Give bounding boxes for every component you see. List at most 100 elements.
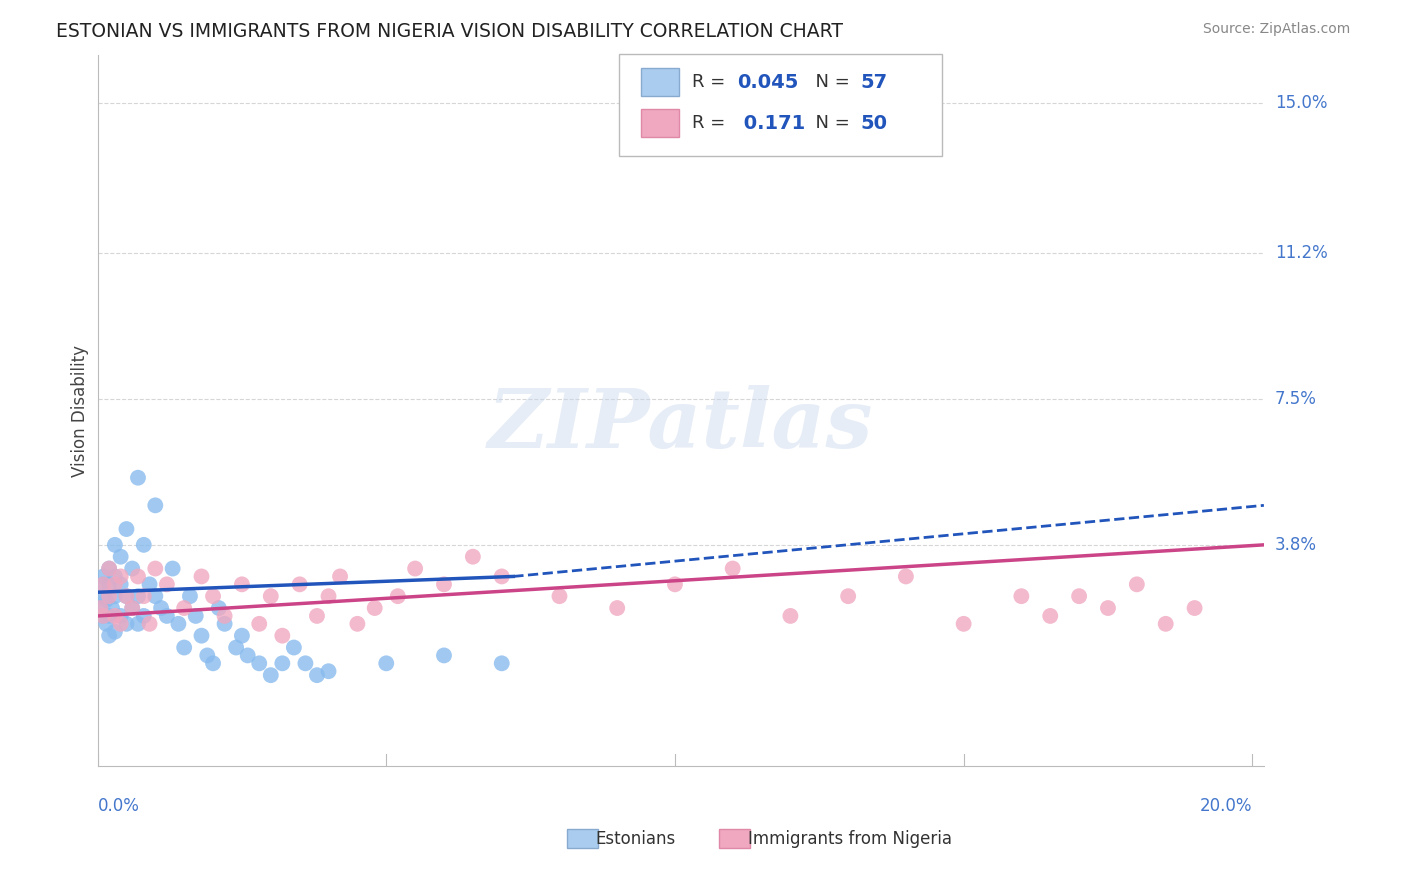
Point <box>143 499 166 513</box>
Point <box>214 616 236 631</box>
Point <box>110 577 132 591</box>
Point <box>779 609 801 624</box>
Text: 15.0%: 15.0% <box>1275 94 1327 112</box>
Point <box>132 609 155 624</box>
Point <box>190 569 212 583</box>
Point <box>190 629 212 643</box>
Point <box>952 616 974 631</box>
Point <box>195 648 218 663</box>
Point <box>231 577 253 591</box>
Point <box>1184 601 1206 615</box>
Point <box>433 577 456 591</box>
Point <box>260 589 283 603</box>
Point <box>1154 616 1177 631</box>
Point <box>837 589 859 603</box>
Text: 57: 57 <box>860 72 887 92</box>
Point <box>1097 601 1119 615</box>
Text: 7.5%: 7.5% <box>1275 390 1317 408</box>
Point <box>236 648 259 663</box>
Point <box>318 589 340 603</box>
Point <box>89 601 111 615</box>
Text: ESTONIAN VS IMMIGRANTS FROM NIGERIA VISION DISABILITY CORRELATION CHART: ESTONIAN VS IMMIGRANTS FROM NIGERIA VISI… <box>56 22 844 41</box>
Point <box>721 561 744 575</box>
Point <box>98 561 121 575</box>
Point <box>93 569 115 583</box>
Point <box>167 616 190 631</box>
Point <box>98 589 121 603</box>
Point <box>288 577 311 591</box>
Point <box>121 561 143 575</box>
Text: Immigrants from Nigeria: Immigrants from Nigeria <box>748 830 952 847</box>
Point <box>1039 609 1062 624</box>
Point <box>156 577 179 591</box>
Point <box>138 577 160 591</box>
Point <box>346 616 368 631</box>
Point <box>305 609 328 624</box>
Point <box>202 589 225 603</box>
Point <box>121 601 143 615</box>
Point <box>156 609 179 624</box>
Point <box>104 569 127 583</box>
Point <box>260 668 283 682</box>
Point <box>1010 589 1032 603</box>
Point <box>96 616 118 631</box>
Point <box>461 549 484 564</box>
Text: Source: ZipAtlas.com: Source: ZipAtlas.com <box>1202 22 1350 37</box>
Point <box>110 549 132 564</box>
Point <box>143 561 166 575</box>
Point <box>110 609 132 624</box>
Point <box>294 657 316 671</box>
Point <box>231 629 253 643</box>
Text: Estonians: Estonians <box>595 830 675 847</box>
Point <box>1126 577 1149 591</box>
Point <box>283 640 305 655</box>
Point <box>115 616 138 631</box>
Text: ZIPatlas: ZIPatlas <box>488 384 873 465</box>
Point <box>329 569 352 583</box>
Point <box>271 629 294 643</box>
Point <box>93 609 115 624</box>
Text: R =: R = <box>692 73 731 91</box>
Point <box>98 609 121 624</box>
Point <box>115 589 138 603</box>
Point <box>271 657 294 671</box>
Point <box>101 601 124 615</box>
Point <box>121 601 143 615</box>
Point <box>433 648 456 663</box>
Point <box>375 657 398 671</box>
Point <box>162 561 184 575</box>
Point <box>110 569 132 583</box>
Point <box>606 601 628 615</box>
Point <box>548 589 571 603</box>
Point <box>104 589 127 603</box>
Y-axis label: Vision Disability: Vision Disability <box>72 344 89 476</box>
Point <box>89 601 111 615</box>
Point <box>364 601 387 615</box>
Point <box>404 561 426 575</box>
Point <box>138 616 160 631</box>
Point <box>491 569 513 583</box>
Point <box>98 561 121 575</box>
Text: 11.2%: 11.2% <box>1275 244 1327 261</box>
Point <box>150 601 173 615</box>
Point <box>93 609 115 624</box>
Point <box>93 589 115 603</box>
Point <box>247 657 270 671</box>
Point <box>173 640 195 655</box>
Point <box>127 589 149 603</box>
Point <box>225 640 247 655</box>
Point <box>214 609 236 624</box>
Point <box>179 589 201 603</box>
Point <box>96 593 118 607</box>
Point <box>93 577 115 591</box>
Point <box>104 538 127 552</box>
Point <box>98 577 121 591</box>
Point <box>202 657 225 671</box>
Point <box>104 624 127 639</box>
Point <box>491 657 513 671</box>
Point <box>93 577 115 591</box>
Text: 0.0%: 0.0% <box>97 797 139 814</box>
Point <box>98 629 121 643</box>
Text: 0.171: 0.171 <box>737 113 806 133</box>
Point <box>318 664 340 678</box>
